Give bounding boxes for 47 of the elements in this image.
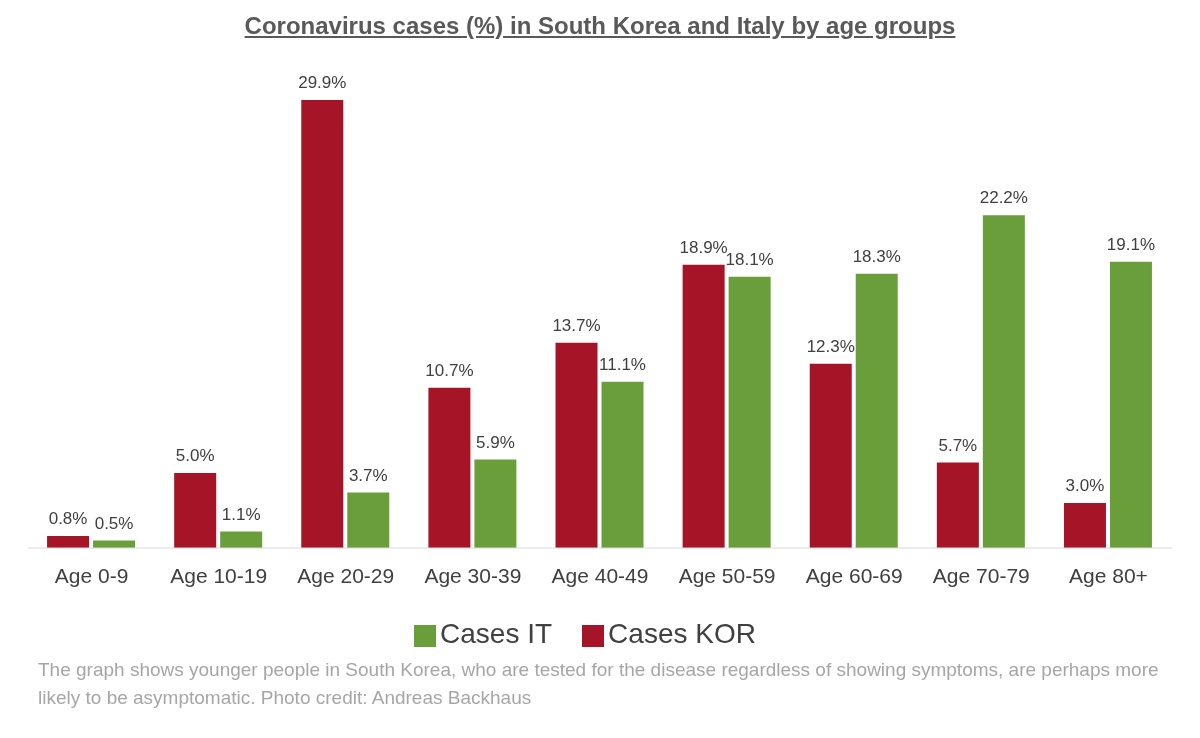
data-label: 22.2% xyxy=(979,188,1028,208)
bar xyxy=(728,276,771,548)
bar xyxy=(47,536,90,548)
x-tick-label: Age 30-39 xyxy=(424,563,522,587)
bar xyxy=(601,381,644,548)
x-tick-label: Age 50-59 xyxy=(678,563,776,587)
bar xyxy=(1063,503,1106,548)
bar xyxy=(174,473,217,548)
data-label: 13.7% xyxy=(552,315,601,335)
x-tick-label: Age 80+ xyxy=(1069,563,1148,587)
data-label: 0.5% xyxy=(94,513,134,533)
data-label: 3.7% xyxy=(348,465,388,485)
x-tick-label: Age 20-29 xyxy=(297,563,395,587)
bar xyxy=(347,492,390,548)
bar xyxy=(1109,261,1152,548)
data-label: 1.1% xyxy=(221,504,261,524)
data-label: 18.3% xyxy=(852,246,901,266)
data-label: 5.9% xyxy=(476,432,515,452)
data-label: 10.7% xyxy=(425,360,474,380)
bar xyxy=(809,363,852,548)
data-label: 11.1% xyxy=(599,354,646,374)
chart-title: Coronavirus cases (%) in South Korea and Italy by age groups xyxy=(243,11,957,40)
data-label: 29.9% xyxy=(298,73,347,92)
bar xyxy=(855,273,898,548)
x-tick-label: Age 10-19 xyxy=(170,563,268,587)
bar xyxy=(555,342,598,548)
data-label: 5.7% xyxy=(938,435,978,455)
bar xyxy=(474,459,517,548)
data-label: 0.8% xyxy=(48,509,88,529)
bar xyxy=(936,462,979,548)
bar xyxy=(301,100,344,548)
data-label: 12.3% xyxy=(806,336,855,356)
x-tick-label: Age 0-9 xyxy=(54,563,129,587)
bar xyxy=(982,215,1025,548)
bar xyxy=(220,531,263,548)
data-label: 3.0% xyxy=(1065,476,1105,496)
legend-label: Cases KOR xyxy=(608,618,756,649)
legend-label: Cases IT xyxy=(440,618,553,649)
x-tick-label: Age 60-69 xyxy=(805,563,903,587)
x-tick-label: Age 40-49 xyxy=(551,563,649,587)
x-tick-label: Age 70-79 xyxy=(932,563,1030,587)
bar xyxy=(682,264,725,548)
bar xyxy=(428,387,471,548)
data-label: 5.0% xyxy=(175,446,215,466)
data-label: 18.9% xyxy=(679,237,728,257)
text: The graph shows younger people in South Korea, who are tested for the disease regardless of showing symptoms, are perhaps more likely to be asymptomatic. Photo credit: Andreas Backhaus xyxy=(37,658,1160,710)
data-label: 19.1% xyxy=(1106,234,1156,254)
